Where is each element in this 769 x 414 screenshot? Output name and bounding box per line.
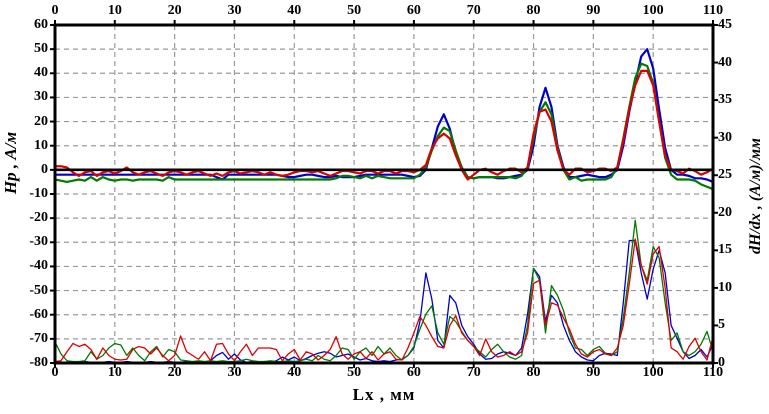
x-axis-title: Lx , мм: [352, 385, 416, 404]
tick-label: 80: [526, 3, 541, 18]
tick-label: 20: [167, 3, 182, 18]
y-axis-right-title: dH/dx , (А/м)/мм: [747, 138, 764, 254]
tick-label: 20: [34, 113, 48, 129]
tick-label: 10: [718, 279, 732, 295]
y-axis-left-title: Hp , А/м: [1, 131, 20, 195]
plot-area: [50, 20, 718, 368]
tick-label: 70: [466, 3, 481, 18]
tick-label: 110: [702, 3, 724, 18]
tick-label: -40: [29, 258, 48, 274]
tick-label: 10: [107, 3, 122, 18]
tick-label: 100: [642, 3, 664, 18]
tick-label: 30: [227, 3, 242, 18]
tick-label: 50: [34, 41, 48, 57]
tick-label: -70: [29, 330, 48, 346]
tick-label: -30: [29, 234, 48, 250]
series-dhdx-blue: [54, 239, 714, 363]
tick-label: -60: [29, 306, 48, 322]
tick-label: 5: [718, 317, 725, 333]
tick-label: -50: [29, 282, 48, 298]
tick-label: 50: [347, 3, 362, 18]
tick-label: 30: [34, 89, 48, 105]
tick-label: 45: [718, 17, 732, 32]
tick-label: 90: [586, 3, 601, 18]
plot-frame: [53, 23, 715, 365]
tick-label: 15: [718, 242, 732, 258]
tick-label: 0: [718, 355, 725, 370]
tick-label: -80: [29, 355, 48, 370]
tick-label: -20: [29, 210, 48, 226]
tick-label: 35: [718, 92, 732, 108]
series-hp-green: [53, 62, 715, 191]
tick-label: 40: [287, 3, 302, 18]
tick-label: 30: [718, 129, 732, 145]
tick-label: 60: [406, 3, 421, 18]
tick-label: 60: [34, 17, 48, 32]
series-hp-blue: [53, 48, 715, 184]
tick-label: 40: [34, 65, 48, 81]
series-dhdx-red: [54, 238, 714, 363]
tick-label: 25: [718, 167, 732, 183]
tick-label: 20: [718, 204, 732, 220]
tick-label: 40: [718, 54, 732, 70]
tick-label: 0: [51, 3, 59, 18]
series-hp-red: [53, 69, 715, 181]
